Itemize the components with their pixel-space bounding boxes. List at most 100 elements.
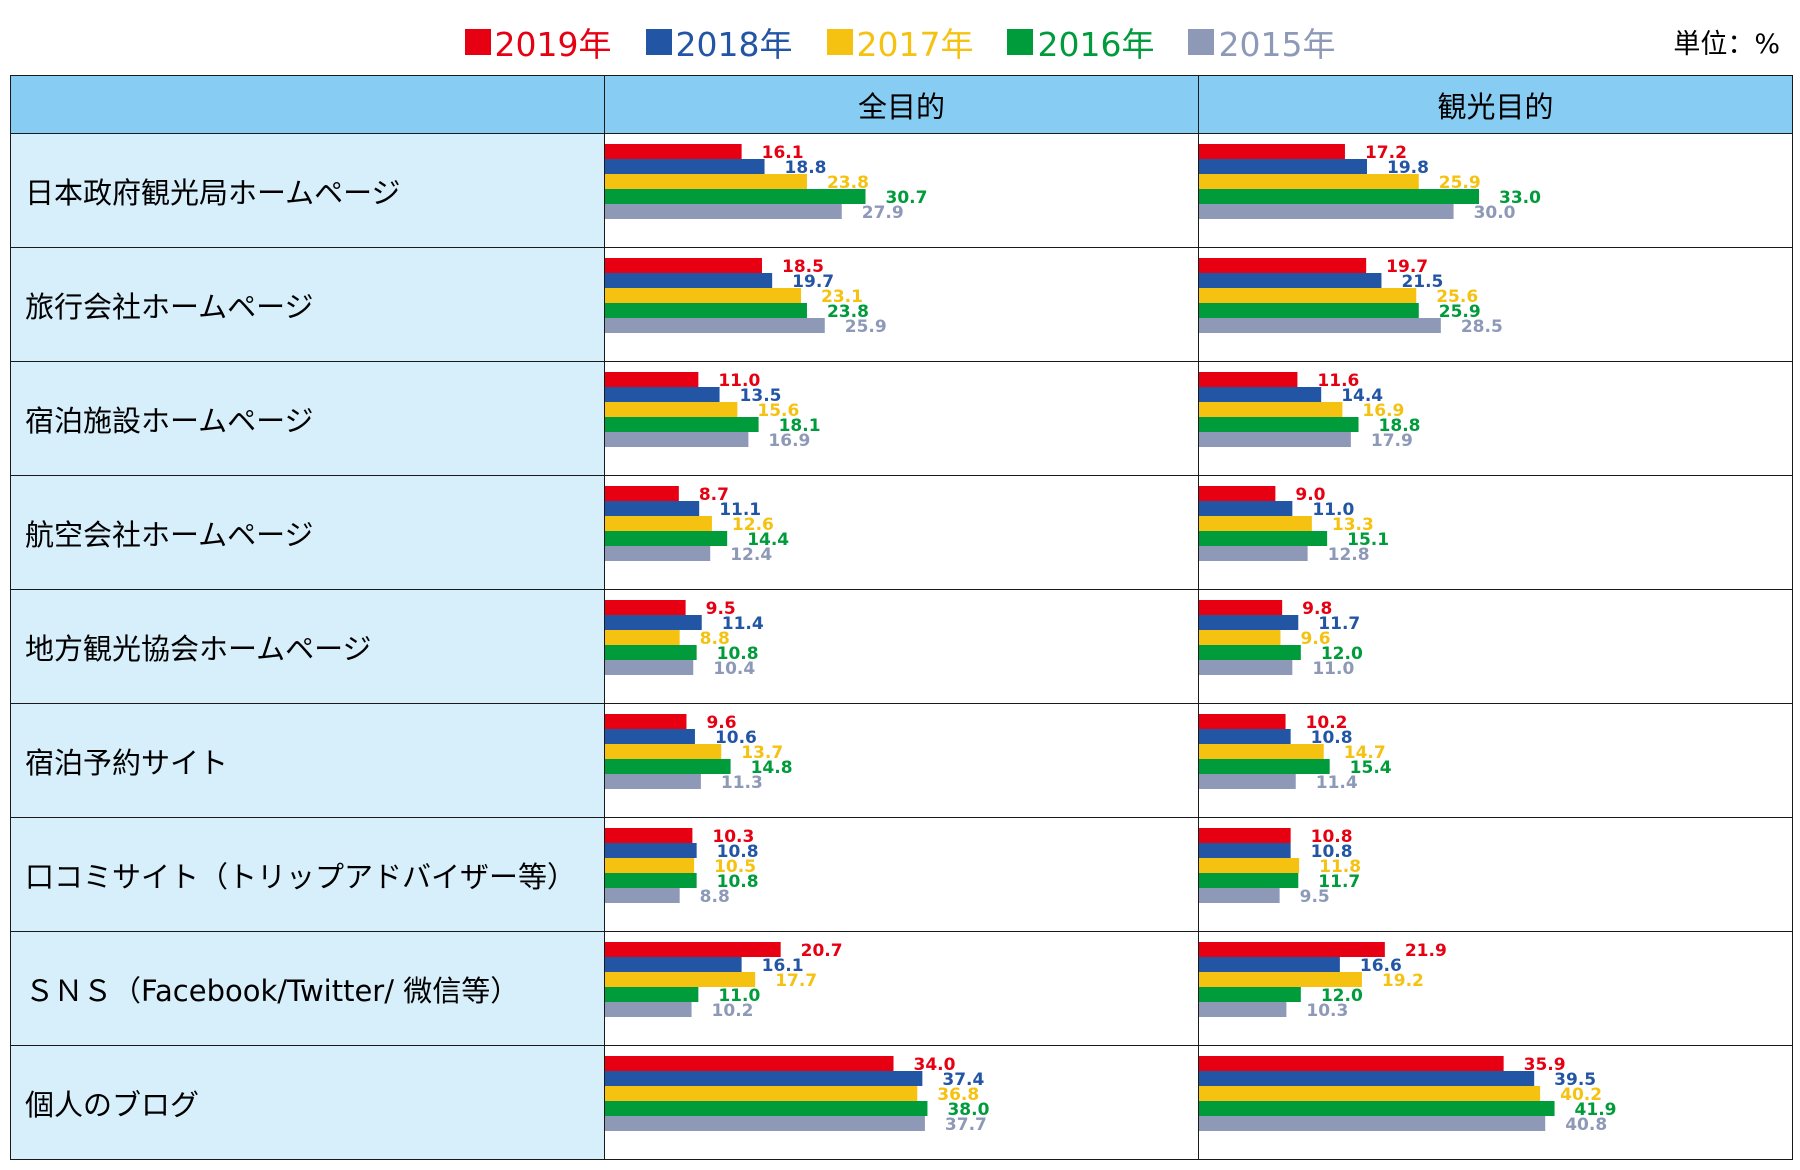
data-label: 12.6 bbox=[732, 515, 774, 535]
data-label: 9.6 bbox=[706, 713, 736, 733]
bar bbox=[1199, 318, 1441, 333]
table-row: 宿泊予約サイト 9.6 10.6 13.7 14.8 11.3 10.2 10.8 14.7 15… bbox=[10, 703, 1793, 818]
data-label: 10.2 bbox=[1306, 713, 1348, 733]
bar-group: 11.013.515.618.116.9 bbox=[605, 371, 821, 451]
data-label: 19.7 bbox=[792, 272, 834, 292]
bar bbox=[1199, 273, 1382, 288]
data-label: 35.9 bbox=[1524, 1055, 1566, 1075]
bar bbox=[1199, 843, 1291, 858]
data-label: 38.0 bbox=[947, 1100, 989, 1120]
bar bbox=[605, 159, 765, 174]
bar bbox=[605, 531, 728, 546]
bars-tourism-purpose: 9.0 11.0 13.3 15.1 12.8 bbox=[1198, 475, 1793, 590]
data-label: 19.8 bbox=[1387, 158, 1429, 178]
bar bbox=[605, 1116, 925, 1131]
bar bbox=[1199, 987, 1301, 1002]
bar bbox=[1199, 189, 1480, 204]
legend-swatch bbox=[826, 29, 853, 55]
bar bbox=[605, 1071, 923, 1086]
bar bbox=[605, 144, 742, 159]
bar bbox=[605, 942, 781, 957]
data-label: 16.1 bbox=[762, 143, 804, 163]
data-label: 28.5 bbox=[1461, 317, 1503, 337]
bar bbox=[1199, 828, 1291, 843]
header-row: 全目的 観光目的 bbox=[10, 75, 1793, 134]
bar bbox=[605, 888, 680, 903]
category-label: 航空会社ホームページ bbox=[10, 475, 605, 590]
bar bbox=[1199, 174, 1419, 189]
bar bbox=[1199, 303, 1419, 318]
bar bbox=[1199, 1002, 1287, 1017]
data-label: 23.1 bbox=[821, 287, 863, 307]
bar bbox=[1199, 372, 1298, 387]
data-label: 10.8 bbox=[1311, 827, 1353, 847]
data-label: 17.7 bbox=[775, 971, 817, 991]
category-label: 日本政府観光局ホームページ bbox=[10, 133, 605, 248]
legend: 2019年 2018年 2017年 2016年 2015年 bbox=[0, 14, 1800, 70]
data-label: 17.2 bbox=[1365, 143, 1407, 163]
bar bbox=[605, 1086, 918, 1101]
data-label: 11.4 bbox=[722, 614, 764, 634]
table-row: 口コミサイト（トリップアドバイザー等） 10.3 10.8 10.5 10.8 8.8 10… bbox=[10, 817, 1793, 932]
data-label: 10.8 bbox=[717, 842, 759, 862]
data-label: 16.1 bbox=[762, 956, 804, 976]
table-row: ＳＮＳ（Facebook/Twitter/ 微信等） 20.7 16.1 17.7 11… bbox=[10, 931, 1793, 1046]
bar bbox=[605, 843, 697, 858]
category-label: 地方観光協会ホームページ bbox=[10, 589, 605, 704]
bar bbox=[1199, 660, 1293, 675]
data-label: 14.8 bbox=[751, 758, 793, 778]
data-label: 18.8 bbox=[785, 158, 827, 178]
data-label: 10.8 bbox=[717, 872, 759, 892]
data-label: 11.7 bbox=[1318, 872, 1360, 892]
bar bbox=[605, 759, 731, 774]
data-label: 11.0 bbox=[1312, 500, 1354, 520]
bar bbox=[1199, 501, 1293, 516]
bar bbox=[605, 600, 686, 615]
bar bbox=[605, 174, 807, 189]
bar bbox=[1199, 1071, 1535, 1086]
bar-group: 16.118.823.8 30.727.9 bbox=[605, 143, 927, 223]
bar bbox=[605, 516, 712, 531]
data-label: 14.4 bbox=[1341, 386, 1383, 406]
bar bbox=[605, 546, 711, 561]
data-label: 12.0 bbox=[1321, 644, 1363, 664]
data-label: 10.6 bbox=[715, 728, 757, 748]
bars-all-purpose: 9.5 11.4 8.8 10.8 10.4 bbox=[604, 589, 1199, 704]
unit-label: 単位：% bbox=[1673, 29, 1780, 60]
chart-table: 全目的 観光目的 日本政府観光局ホームページ 16.1 18.8 23.8 30.7 27… bbox=[10, 75, 1793, 1160]
data-label: 14.4 bbox=[747, 530, 789, 550]
data-label: 36.8 bbox=[937, 1085, 979, 1105]
data-label: 8.8 bbox=[700, 887, 730, 907]
bar bbox=[1199, 630, 1281, 645]
bars-tourism-purpose: 19.7 21.5 25.6 25.9 28.5 bbox=[1198, 247, 1793, 362]
table-row: 宿泊施設ホームページ 11.0 13.5 15.6 18.1 16.9 11.6 14.4 16… bbox=[10, 361, 1793, 476]
bar bbox=[1199, 759, 1330, 774]
legend-swatch bbox=[1188, 29, 1215, 55]
legend-item: 2019年 bbox=[464, 18, 612, 66]
bar bbox=[1199, 159, 1368, 174]
bar bbox=[1199, 645, 1301, 660]
data-label: 10.5 bbox=[714, 857, 756, 877]
bars-all-purpose: 34.0 37.4 36.8 38.0 37.7 bbox=[604, 1045, 1199, 1160]
bar bbox=[605, 387, 720, 402]
bars-tourism-purpose: 10.8 10.8 11.8 11.7 9.5 bbox=[1198, 817, 1793, 932]
bar bbox=[1199, 417, 1359, 432]
legend-label: 2019年 bbox=[494, 25, 612, 64]
bar bbox=[605, 645, 697, 660]
bar bbox=[605, 957, 742, 972]
data-label: 10.8 bbox=[717, 644, 759, 664]
bar bbox=[605, 432, 749, 447]
header-blank bbox=[10, 75, 605, 134]
bar-group: 10.210.814.715.411.4 bbox=[1199, 713, 1392, 793]
bar bbox=[1199, 1101, 1555, 1116]
bar bbox=[605, 273, 773, 288]
data-label: 30.0 bbox=[1474, 203, 1516, 223]
data-label: 12.4 bbox=[730, 545, 772, 565]
bar bbox=[1199, 972, 1362, 987]
category-label: 口コミサイト（トリップアドバイザー等） bbox=[10, 817, 605, 932]
data-label: 25.6 bbox=[1436, 287, 1478, 307]
table-row: 旅行会社ホームページ 18.5 19.7 23.1 23.8 25.9 19.7 21.5 25… bbox=[10, 247, 1793, 362]
bar bbox=[605, 744, 722, 759]
data-label: 11.1 bbox=[719, 500, 761, 520]
bar bbox=[605, 1002, 692, 1017]
